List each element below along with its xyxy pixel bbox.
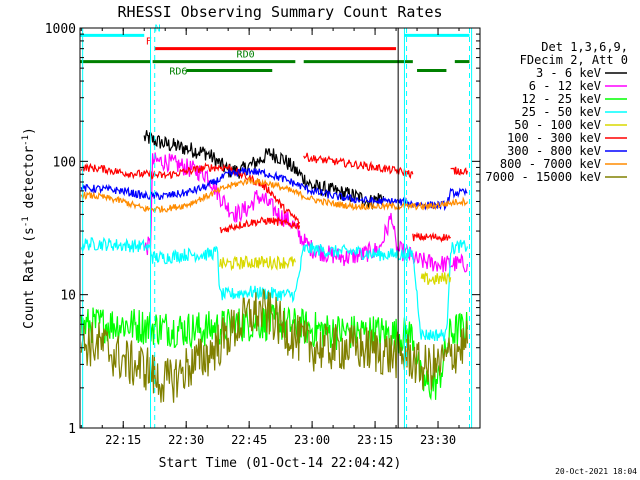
legend-label-4: 50 - 100 keV — [514, 118, 601, 132]
series-8 — [80, 288, 468, 403]
legend-label-6: 300 - 800 keV — [507, 144, 601, 158]
generated-timestamp: 20-Oct-2021 18:04 — [555, 467, 637, 476]
series-6 — [80, 166, 468, 212]
legend-header-line-1: Det 1,3,6,9, — [541, 40, 628, 54]
y-tick-label-0: 1 — [68, 422, 76, 437]
x-tick-label-2: 22:45 — [231, 433, 267, 447]
legend-label-5: 100 - 300 keV — [507, 131, 601, 145]
y-axis-label-sup2: -1 — [21, 135, 31, 146]
series-2 — [80, 303, 468, 401]
legend-header-line-2: FDecim 2, Att 0 — [520, 53, 628, 67]
series-3 — [80, 236, 468, 342]
x-tick-label-1: 22:30 — [168, 433, 204, 447]
series-line-5-x4 — [450, 166, 468, 176]
state-label-F: F — [146, 37, 152, 48]
legend-label-7: 800 - 7000 keV — [500, 157, 601, 171]
series-line-5-x2 — [303, 152, 414, 180]
x-tick-label-3: 23:00 — [294, 433, 330, 447]
series-line-4-x — [219, 255, 296, 272]
y-axis-label-sup: -1 — [21, 216, 31, 227]
y-axis-label-tail: detector — [22, 146, 37, 217]
x-tick-label-4: 23:15 — [357, 433, 393, 447]
x-axis-label: Start Time (01-Oct-14 22:04:42) — [159, 456, 402, 471]
series-line-3-x — [80, 236, 468, 342]
y-axis-label-close: ) — [22, 127, 37, 135]
series-7 — [80, 177, 468, 214]
state-label-RD0: RD0 — [237, 50, 255, 61]
state-label-N: N — [155, 23, 161, 34]
y-axis-label: Count Rate (s-1 detector-1) — [21, 127, 37, 329]
y-axis-label-main: Count Rate (s — [22, 227, 37, 329]
series-line-8-x — [80, 288, 468, 403]
series-line-5-x_low — [219, 216, 301, 234]
series-line-5-x3 — [412, 231, 452, 243]
state-label-RD6: RD6 — [169, 67, 187, 78]
series-4 — [219, 255, 452, 286]
axes: 22:15 22:30 22:45 23:00 23:15 23:30 1 10 100 1000 — [45, 22, 481, 447]
plot-area: NF RD0 RD6 — [80, 23, 473, 428]
legend-label-0: 3 - 6 keV — [536, 66, 601, 80]
series-line-6-x — [80, 166, 468, 212]
x-tick-label-5: 23:30 — [420, 433, 456, 447]
chart-title: RHESSI Observing Summary Count Rates — [117, 3, 442, 21]
legend-label-2: 12 - 25 keV — [522, 92, 601, 106]
legend-label-8: 7000 - 15000 keV — [485, 170, 601, 184]
x-tick-label-0: 22:15 — [105, 433, 141, 447]
plot-frame — [79, 27, 481, 429]
series-line-7-x — [80, 177, 468, 214]
y-tick-label-3: 1000 — [45, 22, 76, 37]
series-line-2-x — [80, 303, 468, 401]
y-tick-label-1: 10 — [60, 289, 76, 304]
legend-label-3: 25 - 50 keV — [522, 105, 601, 119]
legend-label-1: 6 - 12 keV — [529, 79, 601, 93]
y-tick-label-2: 100 — [53, 155, 76, 170]
series-line-4-x2 — [420, 270, 452, 286]
legend: Det 1,3,6,9, FDecim 2, Att 0 3 - 6 keV6 … — [485, 40, 628, 184]
